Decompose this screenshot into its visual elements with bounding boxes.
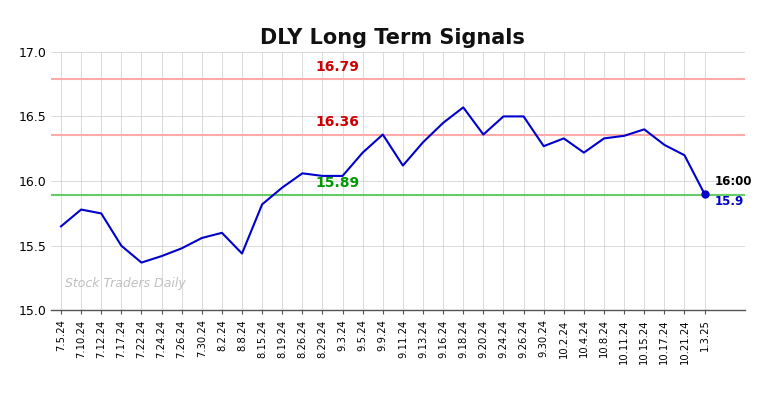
Text: 16.36: 16.36 [316, 115, 360, 129]
Text: DLY Long Term Signals: DLY Long Term Signals [260, 28, 524, 48]
Text: Stock Traders Daily: Stock Traders Daily [65, 277, 186, 290]
Text: 15.9: 15.9 [715, 195, 744, 208]
Text: 16:00: 16:00 [715, 175, 752, 187]
Text: 15.89: 15.89 [316, 176, 360, 190]
Text: 16.79: 16.79 [316, 60, 360, 74]
